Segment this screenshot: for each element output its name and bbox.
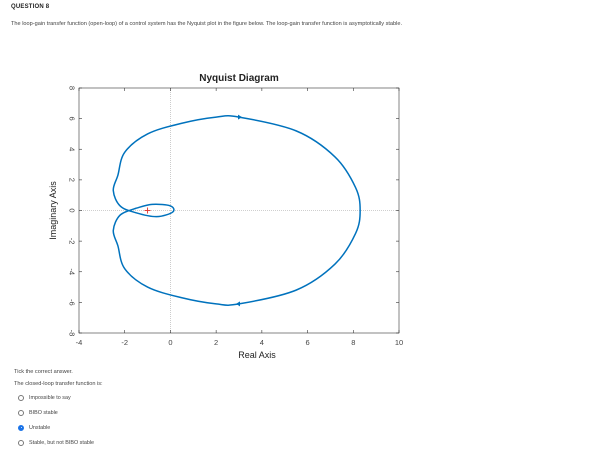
y-tick-label: 4	[68, 147, 77, 151]
radio-checked-icon[interactable]	[18, 424, 24, 431]
x-tick-label: 2	[214, 338, 218, 347]
direction-arrow-icon	[236, 301, 240, 307]
answer-instruction: Tick the correct answer.	[14, 369, 73, 375]
question-title: QUESTION 8	[11, 4, 50, 10]
y-axis-label: Imaginary Axis	[48, 181, 58, 240]
radio-unchecked-icon[interactable]	[18, 409, 24, 416]
answer-option[interactable]: Stable, but not BIBO stable	[18, 435, 103, 450]
question-text: The loop-gain transfer function (open-lo…	[11, 21, 403, 27]
answer-section: Tick the correct answer. The closed-loop…	[14, 366, 103, 450]
x-axis-label: Real Axis	[238, 350, 276, 360]
x-tick-label: 6	[305, 338, 309, 347]
nyquist-curve	[112, 115, 361, 306]
y-tick-label: -2	[68, 238, 77, 245]
radio-unchecked-icon[interactable]	[18, 439, 24, 446]
y-tick-label: -4	[68, 268, 77, 275]
answer-prompt: The closed-loop transfer function is:	[14, 381, 103, 387]
answer-option-label: BIBO stable	[29, 409, 58, 416]
answer-option[interactable]: Impossible to say	[18, 390, 103, 405]
x-tick-label: -2	[121, 338, 128, 347]
radio-unchecked-icon[interactable]	[18, 394, 24, 401]
answer-option-label: Stable, but not BIBO stable	[29, 439, 95, 446]
y-tick-label: 6	[68, 117, 77, 121]
y-tick-label: 0	[68, 208, 77, 212]
answer-option[interactable]: Unstable	[18, 420, 103, 435]
y-tick-label: 2	[68, 178, 77, 182]
y-tick-label: -8	[68, 330, 77, 337]
answer-options: Impossible to say BIBO stable Unstable Stab…	[14, 390, 103, 450]
direction-arrow-icon	[238, 114, 242, 120]
chart-title: Nyquist Diagram	[199, 73, 279, 84]
answer-option-label: Impossible to say	[29, 394, 71, 401]
x-tick-label: -4	[76, 338, 83, 347]
x-tick-label: 4	[260, 338, 264, 347]
answer-option[interactable]: BIBO stable	[18, 405, 103, 420]
answer-option-label: Unstable	[29, 424, 51, 431]
x-tick-label: 10	[395, 338, 403, 347]
x-tick-label: 8	[351, 338, 355, 347]
y-tick-label: 8	[68, 86, 77, 90]
y-tick-label: -6	[68, 299, 77, 306]
x-tick-label: 0	[168, 338, 172, 347]
